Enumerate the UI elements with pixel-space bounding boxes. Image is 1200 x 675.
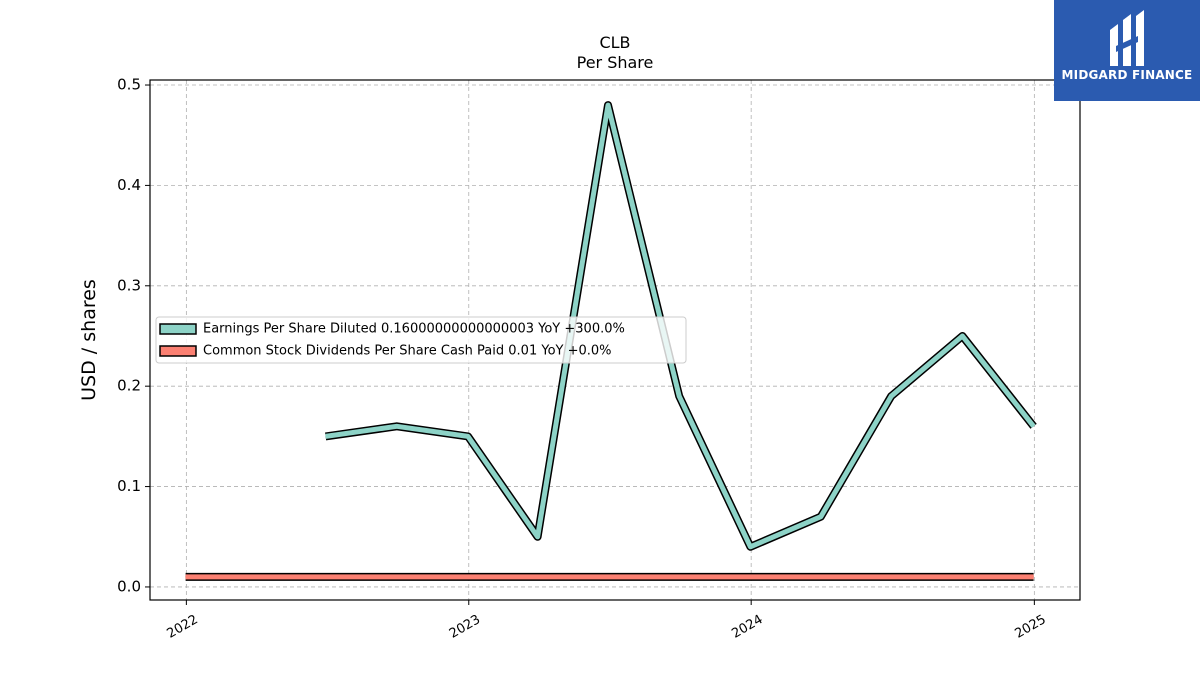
x-tick-label: 2024 [729, 612, 765, 642]
legend-label: Common Stock Dividends Per Share Cash Pa… [203, 344, 612, 359]
y-tick-label: 0.3 [117, 276, 141, 294]
series-1-point [678, 576, 680, 578]
series-1-point [1033, 576, 1035, 578]
legend-label: Earnings Per Share Diluted 0.16000000000… [203, 322, 625, 337]
series-0-point [820, 516, 822, 518]
series-0-point [607, 104, 609, 106]
series-0-point [537, 536, 539, 538]
series-0-point [678, 395, 680, 397]
series-0-point [890, 395, 892, 397]
legend-swatch [159, 323, 197, 335]
series-1-point [185, 576, 187, 578]
brand-logo: MIDGARD FINANCE [1054, 0, 1200, 101]
series-1-point [467, 576, 469, 578]
series-0-point [1033, 425, 1035, 427]
y-tick-label: 0.0 [117, 577, 141, 595]
y-tick-label: 0.1 [117, 477, 141, 495]
legend-swatch [159, 345, 197, 357]
y-tick-label: 0.4 [117, 176, 141, 194]
series-1-point [254, 576, 256, 578]
y-axis-label: USD / shares [78, 279, 100, 401]
series-0-point [467, 435, 469, 437]
series-1-point [396, 576, 398, 578]
series-1-point [820, 576, 822, 578]
x-tick-label: 2023 [447, 612, 483, 642]
series-1-point [537, 576, 539, 578]
legend-box [155, 316, 687, 364]
series-1-point [325, 576, 327, 578]
series-1-point [890, 576, 892, 578]
plot-frame [149, 79, 1081, 601]
series-0-point [961, 335, 963, 337]
logo-text: MIDGARD FINANCE [1061, 68, 1193, 82]
series-0-point [325, 435, 327, 437]
x-tick-label: 2025 [1013, 612, 1049, 642]
series-0-point [396, 425, 398, 427]
series-1-point [961, 576, 963, 578]
chart-subtitle: Per Share [577, 53, 654, 72]
series-0-point [749, 546, 751, 548]
y-tick-label: 0.2 [117, 377, 141, 395]
x-tick-label: 2022 [165, 612, 201, 642]
chart-title: CLB [599, 33, 630, 52]
plot-series [185, 101, 1037, 581]
y-tick-label: 0.5 [117, 76, 141, 94]
series-1-point [607, 576, 609, 578]
series-1-point [749, 576, 751, 578]
logo-mark-icon [1110, 10, 1144, 66]
legend: Earnings Per Share Diluted 0.16000000000… [155, 316, 687, 364]
